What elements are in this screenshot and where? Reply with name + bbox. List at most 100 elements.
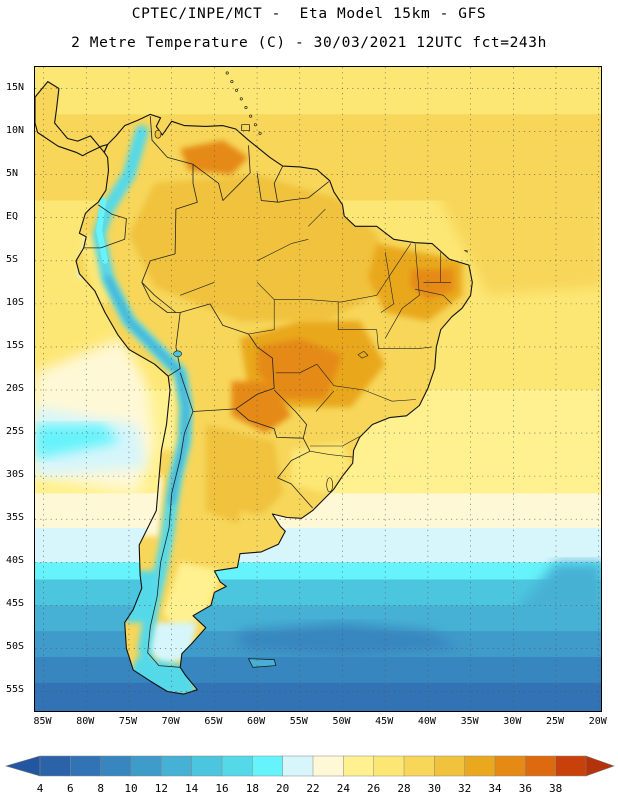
state-border bbox=[275, 363, 318, 374]
venezuela-hot bbox=[180, 140, 249, 175]
colorbar-tick-label: 12 bbox=[154, 782, 168, 795]
colorbar-tick-label: 6 bbox=[67, 782, 74, 795]
ocean-band bbox=[35, 657, 601, 684]
lon-tick-label: 75W bbox=[118, 716, 137, 727]
lon-tick-label: 55W bbox=[289, 716, 308, 727]
colorbar-swatch bbox=[282, 755, 314, 777]
lon-tick-label: 35W bbox=[460, 716, 479, 727]
state-border bbox=[309, 450, 354, 458]
colorbar-high-arrow bbox=[585, 755, 615, 777]
lat-tick-label: 55S bbox=[6, 684, 25, 696]
colorbar-swatch bbox=[555, 755, 587, 777]
lake-titicaca bbox=[173, 350, 182, 358]
state-border bbox=[380, 252, 395, 313]
colorbar-swatch bbox=[100, 755, 132, 777]
lon-tick-label: 70W bbox=[161, 716, 180, 727]
state-border bbox=[337, 302, 433, 350]
amazon-warm bbox=[129, 174, 394, 322]
lon-tick-label: 30W bbox=[503, 716, 522, 727]
lat-lon-gridlines bbox=[35, 67, 601, 711]
lon-tick-label: 20W bbox=[588, 716, 607, 727]
north-coast-mild bbox=[77, 235, 112, 304]
ecuador-andes bbox=[96, 197, 108, 264]
state-border bbox=[256, 239, 309, 262]
country-border bbox=[277, 438, 313, 509]
colorbar-swatch bbox=[70, 755, 102, 777]
lat-tick-label: EQ bbox=[6, 210, 19, 222]
colorbar-tick-label: 28 bbox=[397, 782, 411, 795]
patagonia-cool bbox=[163, 562, 223, 632]
argentina-warm bbox=[205, 424, 283, 528]
lagoa-dos-patos bbox=[326, 477, 333, 493]
country-border bbox=[83, 204, 127, 249]
ocean-band bbox=[35, 67, 601, 116]
lat-tick-label: 25S bbox=[6, 426, 25, 438]
state-border bbox=[415, 288, 453, 305]
colorbar-tick-label: 38 bbox=[549, 782, 563, 795]
atlantic-islet bbox=[463, 250, 468, 253]
lat-tick-label: 5S bbox=[6, 253, 19, 265]
lesser-antilles-island bbox=[253, 123, 257, 127]
colorbar-swatch bbox=[312, 755, 344, 777]
colorbar-swatch bbox=[373, 755, 405, 777]
colorbar-swatch bbox=[161, 755, 193, 777]
colorbar-tick-label: 14 bbox=[185, 782, 199, 795]
colorbar-tick-label: 16 bbox=[215, 782, 229, 795]
lat-tick-label: 20S bbox=[6, 383, 25, 394]
title-line-1: CPTEC/INPE/MCT - Eta Model 15km - GFS bbox=[131, 6, 487, 22]
colorbar-swatch bbox=[221, 755, 253, 777]
lesser-antilles-island bbox=[249, 114, 253, 118]
tropical-atlantic-warm bbox=[427, 174, 601, 296]
temperature-map bbox=[34, 66, 602, 712]
lon-tick-label: 65W bbox=[204, 716, 223, 727]
country-border bbox=[273, 165, 284, 203]
lon-tick-label: 25W bbox=[545, 716, 565, 727]
country-border bbox=[149, 116, 198, 254]
state-border bbox=[310, 436, 360, 447]
colorbar-low-arrow bbox=[4, 755, 41, 777]
state-border bbox=[315, 390, 335, 412]
colorbar-swatch bbox=[525, 755, 557, 777]
lon-tick-label: 80W bbox=[76, 716, 95, 727]
ocean-band bbox=[35, 579, 601, 607]
colorbar-swatch bbox=[130, 755, 162, 777]
colorbar-tick-label: 8 bbox=[97, 782, 104, 795]
colorbar-tick-label: 10 bbox=[124, 782, 138, 795]
atlantic-mid-cool bbox=[513, 562, 601, 614]
lat-tick-label: 45S bbox=[6, 598, 25, 610]
colorbar-tick-label: 26 bbox=[367, 782, 381, 795]
lon-tick-label: 60W bbox=[247, 716, 266, 727]
lesser-antilles-island bbox=[225, 71, 229, 75]
colorbar-tick-label: 20 bbox=[276, 782, 290, 795]
lesser-antilles-island bbox=[230, 80, 234, 84]
trinidad-island bbox=[241, 124, 250, 132]
lat-tick-label: 10S bbox=[6, 296, 25, 308]
lake-maracaibo bbox=[154, 129, 162, 139]
colorbar-tick-label: 34 bbox=[488, 782, 502, 795]
colorbar-tick-label: 24 bbox=[336, 782, 350, 795]
lon-tick-label: 40W bbox=[417, 716, 436, 727]
lat-tick-label: 50S bbox=[6, 641, 25, 653]
colorbar-tick-label: 36 bbox=[518, 782, 532, 795]
country-border bbox=[256, 172, 330, 203]
pantanal-core bbox=[257, 338, 343, 399]
map-canvas bbox=[35, 67, 601, 711]
state-border bbox=[180, 282, 215, 296]
lon-tick-label: 45W bbox=[375, 716, 394, 727]
state-border bbox=[357, 350, 369, 359]
south-america-coastline bbox=[75, 113, 473, 695]
lat-tick-label: 40S bbox=[6, 555, 25, 567]
colorbar-swatch bbox=[434, 755, 466, 777]
colorbar-swatch bbox=[343, 755, 375, 777]
lat-tick-label: 5N bbox=[6, 167, 19, 179]
ocean-band bbox=[35, 562, 601, 581]
chaco-hot bbox=[231, 381, 292, 434]
country-border bbox=[192, 145, 251, 201]
coastlines-and-borders bbox=[35, 71, 473, 695]
state-border bbox=[384, 243, 420, 339]
title-line-2: 2 Metre Temperature (C) - 30/03/2021 12U… bbox=[71, 35, 547, 51]
colorbar-swatch bbox=[39, 755, 71, 777]
lesser-antilles-island bbox=[258, 131, 262, 135]
lat-tick-label: 15N bbox=[6, 81, 25, 93]
colorbar-swatch bbox=[464, 755, 496, 777]
